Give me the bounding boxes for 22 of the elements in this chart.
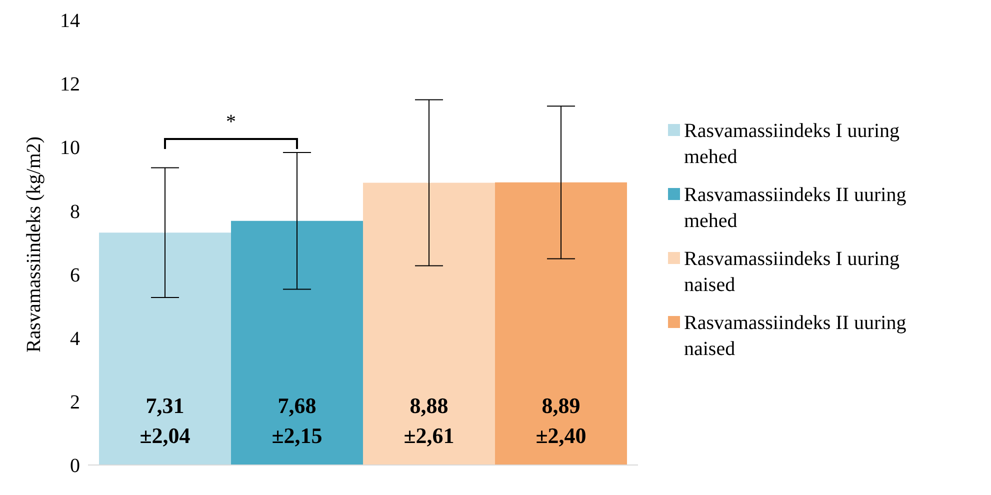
y-tick-label: 6 xyxy=(70,264,80,286)
data-label: 7,68 ±2,15 xyxy=(272,393,322,448)
y-tick-label: 4 xyxy=(70,328,80,350)
y-axis-title: Rasvamassiindeks (kg/m2) xyxy=(23,136,46,352)
y-tick-label: 14 xyxy=(60,10,80,32)
legend-label: Rasvamassiindeks II uuring naised xyxy=(684,310,908,362)
legend-label: Rasvamassiindeks I uuring mehed xyxy=(684,118,901,170)
bar xyxy=(231,220,363,465)
legend-label: Rasvamassiindeks I uuring naised xyxy=(684,246,901,298)
y-tick-label: 0 xyxy=(70,455,80,478)
data-label: 7,31 ±2,04 xyxy=(140,393,190,448)
y-tick-label: 2 xyxy=(70,392,80,414)
y-tick-label: 10 xyxy=(60,137,80,160)
y-tick-label: 12 xyxy=(60,74,80,96)
bar xyxy=(99,232,231,465)
bar xyxy=(495,182,627,465)
bar xyxy=(363,182,495,465)
legend-label: Rasvamassiindeks II uuring mehed xyxy=(684,182,908,234)
annotation: * xyxy=(225,110,237,134)
data-label: 8,88 ±2,61 xyxy=(404,393,454,448)
y-tick-label: 8 xyxy=(70,200,80,223)
data-label: 8,89 ±2,40 xyxy=(536,393,586,448)
